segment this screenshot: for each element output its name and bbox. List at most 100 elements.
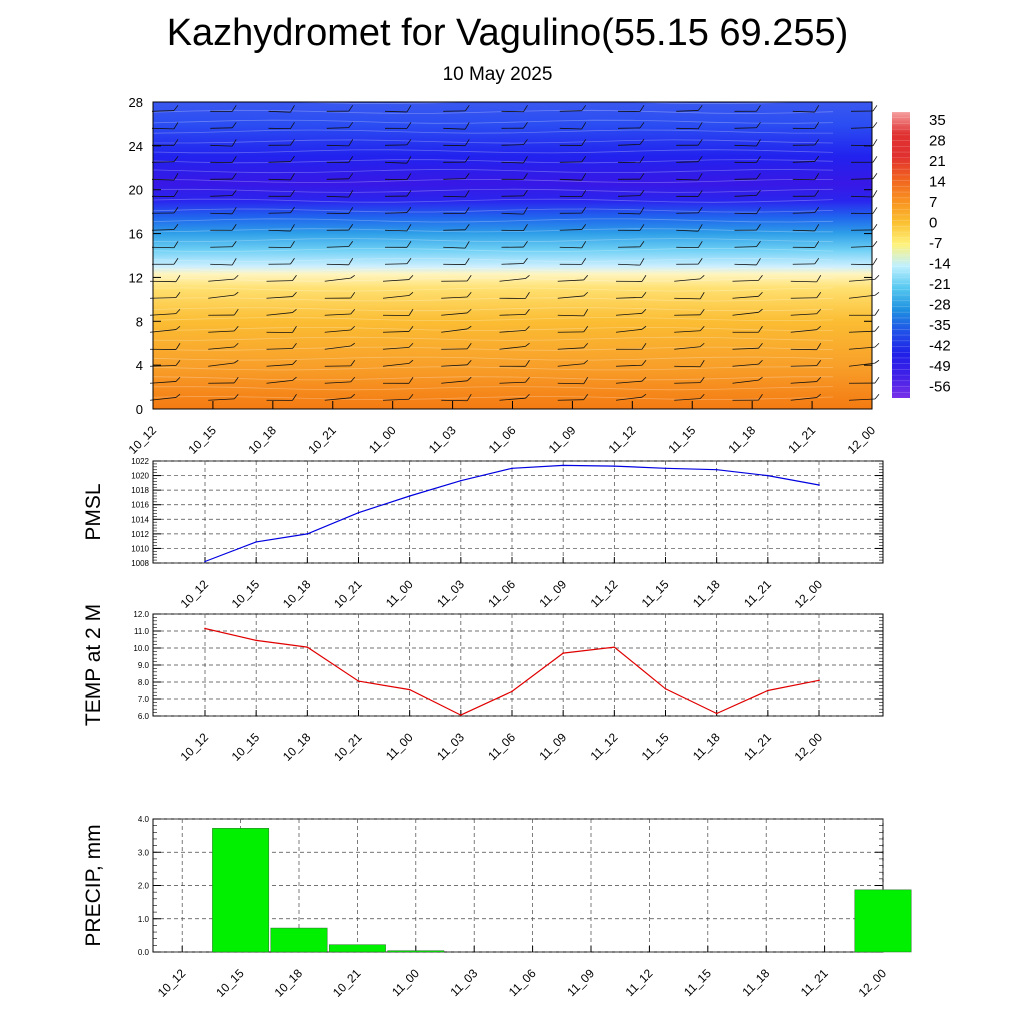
barb-shaft bbox=[734, 127, 757, 129]
barb-flag bbox=[583, 291, 589, 297]
wind-barb bbox=[268, 241, 295, 248]
barb-flag bbox=[231, 190, 237, 196]
wind-barb bbox=[792, 122, 820, 129]
barb-shaft bbox=[501, 144, 524, 146]
wind-barb bbox=[615, 343, 647, 350]
wind-barb bbox=[149, 393, 181, 401]
barb-flag bbox=[406, 122, 412, 129]
barb-shaft bbox=[151, 161, 175, 163]
wind-barb bbox=[384, 241, 412, 248]
data-point bbox=[408, 495, 411, 497]
barb-flag bbox=[639, 139, 645, 145]
barb-flag bbox=[464, 190, 470, 198]
barb-shaft bbox=[617, 195, 641, 197]
barb-flag bbox=[173, 122, 179, 130]
y-tick-label: 0.0 bbox=[138, 948, 150, 957]
barb-flag bbox=[874, 342, 880, 348]
barb-shaft bbox=[151, 127, 175, 130]
barb-flag bbox=[348, 156, 354, 163]
wind-barb bbox=[208, 393, 239, 401]
contour-line bbox=[152, 366, 834, 371]
barb-flag bbox=[583, 326, 589, 333]
wind-barb bbox=[615, 393, 647, 401]
barb-flag bbox=[290, 190, 295, 197]
barb-flag bbox=[639, 241, 645, 248]
barb-shaft bbox=[382, 331, 410, 333]
data-point bbox=[408, 688, 411, 691]
barb-shaft bbox=[210, 263, 233, 266]
x-tick-label: 10_21 bbox=[331, 577, 365, 611]
wind-barb bbox=[382, 291, 414, 299]
wind-barb bbox=[615, 325, 647, 333]
wind-barb bbox=[326, 224, 354, 231]
y-tick-label: 0 bbox=[136, 402, 143, 417]
barb-shaft bbox=[848, 362, 876, 367]
wind-barb bbox=[559, 173, 587, 181]
barb-flag bbox=[758, 291, 763, 297]
barb-shaft bbox=[732, 379, 759, 384]
barb-flag bbox=[406, 139, 412, 146]
barb-flag bbox=[348, 105, 354, 112]
barb-flag bbox=[814, 156, 820, 162]
barb-flag bbox=[290, 122, 295, 129]
data-point bbox=[357, 511, 360, 514]
wind-barb bbox=[792, 207, 820, 214]
barb-flag bbox=[231, 122, 237, 129]
wind-barb bbox=[792, 190, 820, 197]
barb-flag bbox=[639, 173, 645, 180]
y-tick-label: 11.0 bbox=[134, 627, 150, 636]
barb-flag bbox=[523, 190, 528, 197]
barb-shaft bbox=[210, 246, 233, 248]
wind-barb bbox=[384, 190, 412, 197]
x-tick-label: 10_12 bbox=[178, 730, 212, 764]
wind-barb bbox=[441, 359, 472, 367]
x-tick-label: 10_18 bbox=[280, 577, 314, 611]
wind-barb bbox=[151, 156, 179, 163]
barb-flag bbox=[406, 258, 412, 265]
barb-flag bbox=[173, 258, 179, 265]
x-tick-label: 11_03 bbox=[434, 730, 467, 763]
barb-flag bbox=[525, 274, 530, 279]
barb-shaft bbox=[151, 110, 175, 112]
wind-barb bbox=[151, 139, 179, 146]
y-tick-label: 4 bbox=[136, 358, 143, 373]
barb-flag bbox=[408, 291, 414, 296]
barb-flag bbox=[175, 325, 181, 330]
barb-flag bbox=[290, 241, 295, 248]
data-point bbox=[664, 467, 667, 470]
x-tick-label: 11_06 bbox=[506, 966, 539, 999]
barb-shaft bbox=[326, 195, 349, 198]
data-point bbox=[767, 474, 769, 477]
wind-barb bbox=[151, 207, 179, 214]
wind-barb bbox=[676, 139, 703, 146]
wind-barb bbox=[732, 342, 763, 350]
barb-flag bbox=[756, 156, 761, 163]
barb-flag bbox=[175, 292, 181, 298]
data-point bbox=[255, 541, 257, 543]
wind-barb bbox=[382, 359, 414, 367]
barb-flag bbox=[231, 156, 237, 163]
barb-flag bbox=[697, 207, 703, 214]
barb-flag bbox=[466, 275, 472, 282]
x-tick-label: 10_18 bbox=[272, 966, 306, 1000]
colorbar-label: -14 bbox=[929, 256, 951, 273]
x-tick-label: 11_18 bbox=[725, 423, 758, 456]
barb-flag bbox=[639, 190, 645, 196]
barb-shaft bbox=[674, 297, 701, 300]
barb-flag bbox=[175, 393, 181, 398]
barb-shaft bbox=[324, 345, 351, 350]
barb-flag bbox=[583, 275, 589, 281]
wind-barb bbox=[499, 376, 530, 384]
wind-barb bbox=[617, 258, 645, 266]
x-tick-label: 11_21 bbox=[798, 966, 831, 999]
barb-flag bbox=[525, 360, 530, 367]
barb-flag bbox=[408, 359, 414, 364]
wind-barb bbox=[501, 224, 528, 232]
data-point bbox=[460, 479, 462, 482]
barb-flag bbox=[872, 224, 878, 231]
barb-shaft bbox=[384, 110, 408, 113]
barb-shaft bbox=[499, 397, 526, 401]
x-tick-label: 11_00 bbox=[383, 730, 416, 763]
wind-barb bbox=[443, 139, 470, 147]
